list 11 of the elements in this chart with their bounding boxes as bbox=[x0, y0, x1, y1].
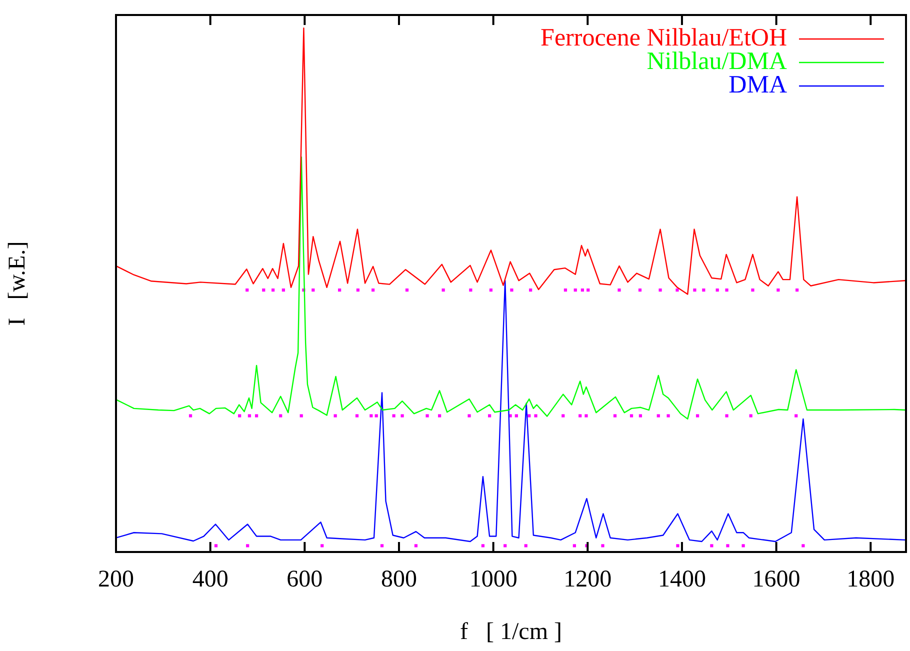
y-axis-title: I [w.E.] bbox=[4, 241, 31, 326]
x-tick-label: 400 bbox=[192, 566, 228, 593]
x-tick-label: 1400 bbox=[658, 566, 706, 593]
x-tick-label: 1200 bbox=[564, 566, 612, 593]
x-axis-title: f [ 1/cm ] bbox=[460, 618, 562, 645]
x-tick-label: 200 bbox=[98, 566, 134, 593]
x-tick-label: 1000 bbox=[469, 566, 518, 593]
x-tick-label: 1800 bbox=[846, 566, 895, 593]
x-tick-label: 800 bbox=[380, 566, 417, 593]
x-tick-label: 600 bbox=[286, 566, 323, 593]
x-tick-label: 1600 bbox=[752, 566, 800, 593]
